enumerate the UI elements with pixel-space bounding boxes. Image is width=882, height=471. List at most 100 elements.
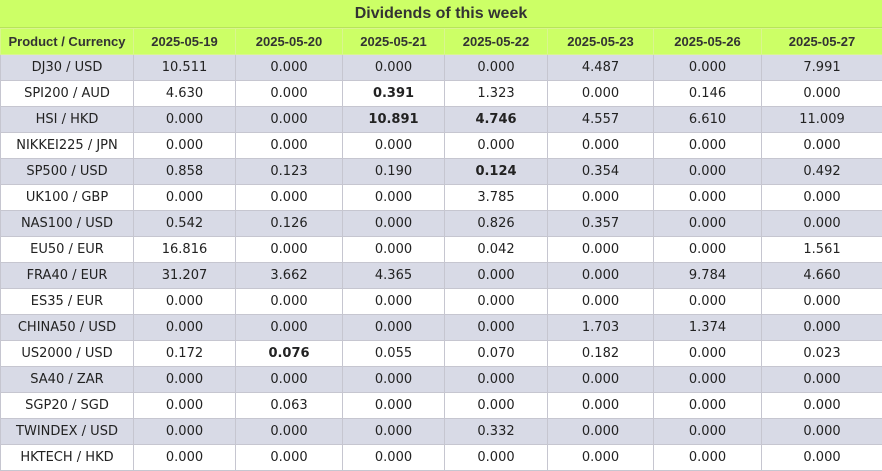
dividend-value-cell: 0.000 [548,445,654,471]
dividend-value-cell: 0.000 [762,211,882,237]
dividend-value-cell: 0.000 [445,445,548,471]
product-cell: SA40 / ZAR [1,367,134,393]
dividend-value-cell: 0.000 [236,185,343,211]
dividend-value-cell: 0.000 [236,81,343,107]
dividend-value-cell: 0.357 [548,211,654,237]
dividend-value-cell: 16.816 [134,237,236,263]
dividend-value-cell: 0.000 [343,289,445,315]
dividend-value-cell: 4.746 [445,107,548,133]
dividend-value-cell: 1.703 [548,315,654,341]
dividend-value-cell: 0.146 [654,81,762,107]
dividend-value-cell: 0.000 [548,419,654,445]
dividend-value-cell: 0.000 [762,133,882,159]
dividend-value-cell: 0.000 [762,289,882,315]
dividend-value-cell: 0.000 [343,315,445,341]
dividend-value-cell: 0.000 [134,419,236,445]
dividend-value-cell: 4.660 [762,263,882,289]
dividend-value-cell: 0.000 [548,133,654,159]
product-cell: EU50 / EUR [1,237,134,263]
product-cell: HSI / HKD [1,107,134,133]
dividend-value-cell: 0.000 [236,367,343,393]
product-cell: NAS100 / USD [1,211,134,237]
dividend-value-cell: 0.000 [343,185,445,211]
dividend-value-cell: 0.000 [236,315,343,341]
dividend-value-cell: 0.000 [548,237,654,263]
dividend-value-cell: 3.662 [236,263,343,289]
dividend-value-cell: 0.000 [134,133,236,159]
dividend-value-cell: 4.557 [548,107,654,133]
dividend-value-cell: 4.487 [548,55,654,81]
dividend-value-cell: 11.009 [762,107,882,133]
dividend-value-cell: 31.207 [134,263,236,289]
dividend-value-cell: 0.000 [343,237,445,263]
dividend-value-cell: 0.000 [445,133,548,159]
dividend-value-cell: 0.070 [445,341,548,367]
dividend-value-cell: 0.000 [236,419,343,445]
dividend-value-cell: 0.000 [762,81,882,107]
header-date: 2025-05-19 [134,29,236,55]
dividend-value-cell: 0.000 [654,185,762,211]
dividend-value-cell: 0.000 [134,185,236,211]
dividend-value-cell: 9.784 [654,263,762,289]
dividend-value-cell: 0.000 [548,263,654,289]
dividend-value-cell: 0.000 [762,419,882,445]
dividend-value-cell: 0.055 [343,341,445,367]
header-date: 2025-05-27 [762,29,882,55]
dividend-value-cell: 0.123 [236,159,343,185]
dividend-value-cell: 0.000 [445,289,548,315]
dividend-value-cell: 0.000 [445,393,548,419]
dividend-value-cell: 0.000 [654,341,762,367]
dividend-value-cell: 0.000 [134,315,236,341]
dividend-value-cell: 0.000 [654,419,762,445]
dividend-value-cell: 4.630 [134,81,236,107]
dividend-value-cell: 0.000 [134,367,236,393]
dividend-value-cell: 0.000 [654,367,762,393]
product-cell: NIKKEI225 / JPN [1,133,134,159]
dividend-value-cell: 0.542 [134,211,236,237]
dividend-value-cell: 3.785 [445,185,548,211]
dividend-value-cell: 7.991 [762,55,882,81]
product-cell: SP500 / USD [1,159,134,185]
dividend-value-cell: 0.000 [343,393,445,419]
dividend-value-cell: 0.000 [548,367,654,393]
dividend-value-cell: 0.000 [548,289,654,315]
dividend-value-cell: 6.610 [654,107,762,133]
dividend-value-cell: 0.492 [762,159,882,185]
dividend-value-cell: 10.891 [343,107,445,133]
dividend-value-cell: 0.023 [762,341,882,367]
dividend-value-cell: 10.511 [134,55,236,81]
dividend-value-cell: 0.000 [445,367,548,393]
product-cell: CHINA50 / USD [1,315,134,341]
dividend-value-cell: 0.000 [134,289,236,315]
dividend-value-cell: 0.000 [343,445,445,471]
dividend-value-cell: 1.374 [654,315,762,341]
product-cell: US2000 / USD [1,341,134,367]
header-date: 2025-05-22 [445,29,548,55]
table-title: Dividends of this week [0,0,882,28]
dividend-value-cell: 1.561 [762,237,882,263]
dividend-value-cell: 0.391 [343,81,445,107]
dividend-value-cell: 0.042 [445,237,548,263]
header-date: 2025-05-20 [236,29,343,55]
dividend-value-cell: 0.000 [445,263,548,289]
dividend-value-cell: 1.323 [445,81,548,107]
dividend-value-cell: 0.000 [134,393,236,419]
dividend-value-cell: 0.000 [343,211,445,237]
dividend-value-cell: 0.000 [654,289,762,315]
dividend-value-cell: 0.000 [236,289,343,315]
dividend-value-cell: 4.365 [343,263,445,289]
dividend-value-cell: 0.000 [654,211,762,237]
